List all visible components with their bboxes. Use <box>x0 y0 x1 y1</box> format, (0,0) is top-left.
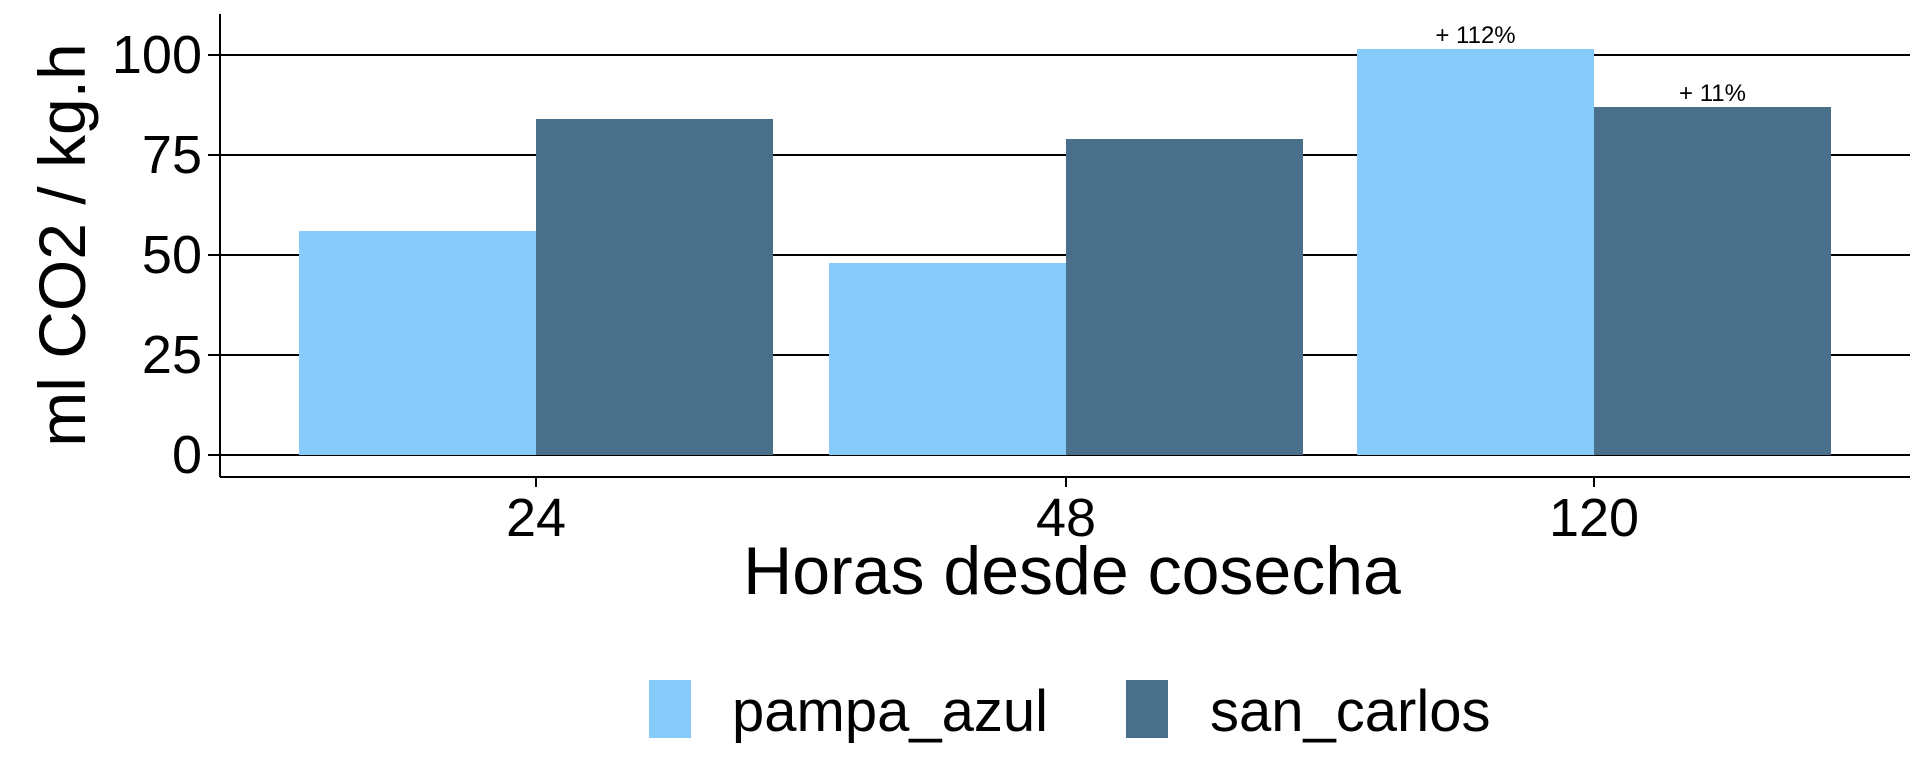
bar-pampa-azul-120 <box>1357 49 1594 455</box>
bar-san-carlos-24 <box>536 119 773 455</box>
y-tick-label: 0 <box>172 425 202 485</box>
legend-swatch-pampa-azul <box>649 680 691 738</box>
y-axis-title: ml CO2 / kg.h <box>25 43 99 446</box>
x-axis-title: Horas desde cosecha <box>743 533 1401 609</box>
y-tick-label: 50 <box>142 225 202 285</box>
data-annotation: + 112% <box>1435 22 1515 49</box>
bar-san-carlos-120 <box>1594 107 1831 455</box>
y-tick-label: 25 <box>142 325 202 385</box>
labels-layer: + 112% + 11% <box>1435 22 1746 107</box>
x-tick-label: 24 <box>506 488 566 548</box>
y-tick-label: 100 <box>112 25 202 85</box>
y-tick-label: 75 <box>142 125 202 185</box>
legend-label-san-carlos: san_carlos <box>1210 679 1490 744</box>
data-annotation: + 11% <box>1679 80 1746 107</box>
bars-layer <box>299 49 1831 455</box>
bar-pampa-azul-24 <box>299 231 536 455</box>
legend-swatch-san-carlos <box>1126 680 1168 738</box>
x-tick-label: 48 <box>1036 488 1096 548</box>
x-tick-label: 120 <box>1549 488 1639 548</box>
legend: pampa_azul san_carlos <box>649 679 1490 744</box>
axes-layer: 0 25 50 75 100 24 48 120 <box>112 14 1910 548</box>
legend-label-pampa-azul: pampa_azul <box>732 679 1048 744</box>
bar-pampa-azul-48 <box>829 263 1066 455</box>
bar-san-carlos-48 <box>1066 139 1303 455</box>
